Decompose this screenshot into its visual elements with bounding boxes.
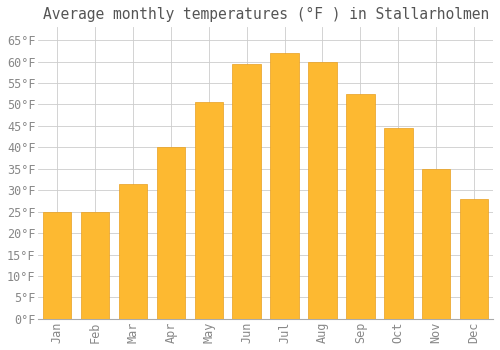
Bar [232,64,261,319]
Bar [460,199,488,319]
Bar [270,53,299,319]
Title: Average monthly temperatures (°F ) in Stallarholmen: Average monthly temperatures (°F ) in St… [42,7,489,22]
Bar [194,102,223,319]
Bar [119,184,147,319]
Bar [156,147,185,319]
Bar [384,128,412,319]
Bar [308,62,336,319]
Bar [43,212,72,319]
Bar [346,94,374,319]
Bar [81,212,110,319]
Bar [422,169,450,319]
